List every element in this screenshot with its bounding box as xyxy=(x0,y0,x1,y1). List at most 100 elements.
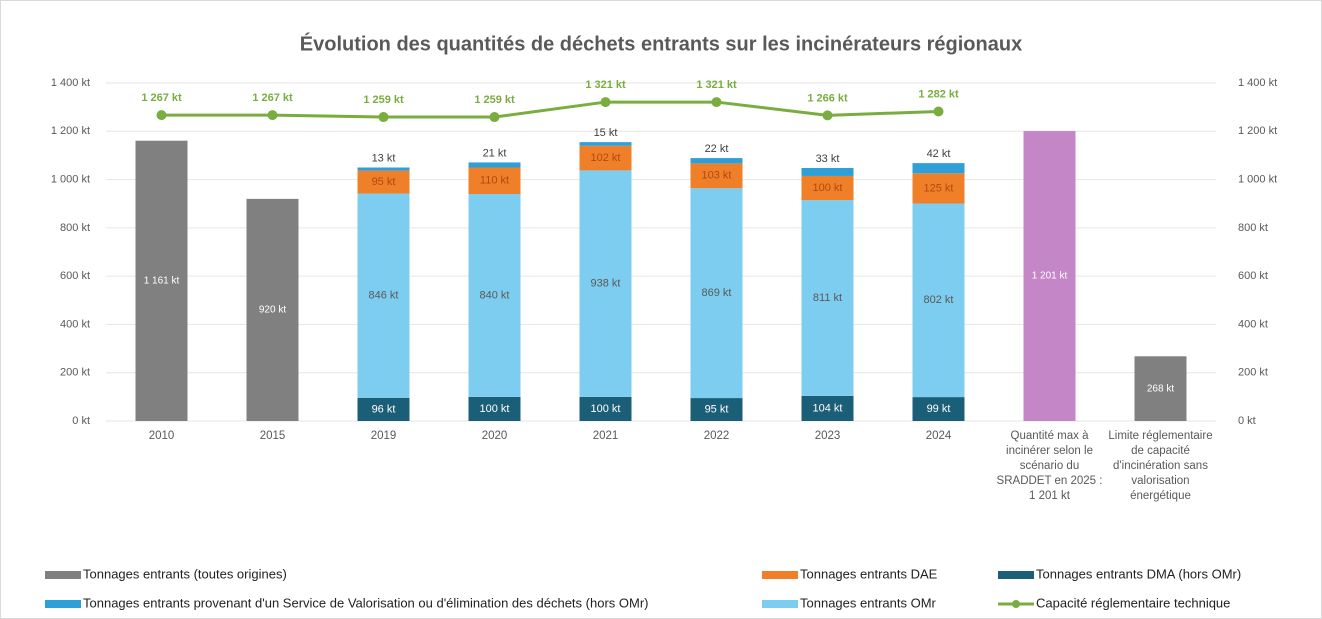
line-marker xyxy=(711,97,722,108)
x-tick-label: 2022 xyxy=(703,430,730,442)
y2-tick-label: 0 kt xyxy=(1238,415,1256,427)
y-tick-label: 400 kt xyxy=(60,318,90,330)
bar-segment xyxy=(357,170,410,194)
data-label: 1 267 kt xyxy=(141,92,182,104)
data-label: 1 282 kt xyxy=(918,88,959,100)
x-tick-label-box: 2022 xyxy=(703,430,730,442)
x-tick-label: 2024 xyxy=(925,430,952,442)
bar-segment xyxy=(912,163,965,174)
bar-segment xyxy=(357,193,410,398)
bar xyxy=(1023,131,1076,421)
y-tick-label: 0 kt xyxy=(72,415,90,427)
y-tick-label: 200 kt xyxy=(60,367,90,379)
line-marker xyxy=(267,110,278,121)
y-tick-label: 600 kt xyxy=(60,270,90,282)
bar-segment xyxy=(690,398,743,421)
y-tick-label: 800 kt xyxy=(60,222,90,234)
x-tick-label: Limite réglementaire de capacité d'incin… xyxy=(1108,430,1213,502)
x-tick-label-box: Limite réglementaire de capacité d'incin… xyxy=(1108,430,1213,502)
data-label: 1 259 kt xyxy=(363,94,404,106)
y-tick-label: 1 000 kt xyxy=(51,173,90,185)
data-label: 22 kt xyxy=(705,143,729,155)
legend-label: Tonnages entrants DAE xyxy=(800,566,938,581)
bar-segment xyxy=(579,396,632,421)
line-marker xyxy=(600,97,611,108)
line-marker xyxy=(489,112,500,123)
legend-swatch xyxy=(45,571,81,579)
bar-segment xyxy=(357,397,410,421)
data-label: 13 kt xyxy=(372,152,396,164)
bar-segment xyxy=(912,173,965,204)
data-label: 1 266 kt xyxy=(807,92,848,104)
legend-label: Tonnages entrants OMr xyxy=(800,595,937,610)
data-label: 21 kt xyxy=(483,147,507,159)
x-tick-label-box: 2019 xyxy=(371,430,397,442)
data-label: 1 201 kt xyxy=(1032,271,1068,282)
legend-label: Tonnages entrants (toutes origines) xyxy=(83,566,287,581)
data-label: 99 kt xyxy=(927,403,951,415)
line-marker xyxy=(156,110,167,121)
x-tick-label-box: 2020 xyxy=(481,430,508,442)
line-marker xyxy=(822,110,833,121)
data-label: 1 161 kt xyxy=(144,275,180,286)
bar-segment xyxy=(801,175,854,201)
bar-segment xyxy=(690,158,743,164)
y2-tick-label: 400 kt xyxy=(1238,318,1268,330)
data-label: 15 kt xyxy=(594,127,618,139)
data-label: 268 kt xyxy=(1147,383,1174,394)
data-label: 869 kt xyxy=(702,287,732,299)
y2-tick-label: 800 kt xyxy=(1238,222,1268,234)
legend-label: Tonnages entrants DMA (hors OMr) xyxy=(1036,566,1241,581)
y2-tick-label: 200 kt xyxy=(1238,367,1268,379)
data-label: 125 kt xyxy=(924,182,954,194)
legend-label: Tonnages entrants provenant d'un Service… xyxy=(83,595,648,610)
y2-tick-label: 600 kt xyxy=(1238,270,1268,282)
data-label: 938 kt xyxy=(591,278,621,290)
bar-segment xyxy=(468,162,521,168)
legend-swatch xyxy=(762,571,798,579)
x-tick-label: 2023 xyxy=(814,430,841,442)
bar xyxy=(1134,356,1187,421)
x-tick-label: 2010 xyxy=(148,430,175,442)
bar-segment xyxy=(912,397,965,421)
data-label: 811 kt xyxy=(813,292,842,304)
bar-segment xyxy=(468,167,521,195)
x-tick-label-box: 2021 xyxy=(592,430,619,442)
legend-swatch xyxy=(762,600,798,608)
data-label: 110 kt xyxy=(480,175,509,187)
bar-segment xyxy=(357,167,410,171)
data-label: 100 kt xyxy=(480,403,510,415)
y2-tick-label: 1 400 kt xyxy=(1238,77,1277,89)
data-label: 33 kt xyxy=(816,153,840,165)
x-tick-label: 2020 xyxy=(481,430,508,442)
data-label: 42 kt xyxy=(927,148,951,160)
bar-segment xyxy=(579,145,632,171)
y2-tick-label: 1 200 kt xyxy=(1238,125,1277,137)
data-label: 1 259 kt xyxy=(474,94,515,106)
x-tick-label: 2021 xyxy=(592,430,619,442)
data-label: 95 kt xyxy=(705,403,729,415)
data-label: 1 321 kt xyxy=(585,79,626,91)
x-tick-label-box: Quantité max à incinérer selon le scénar… xyxy=(996,430,1103,502)
x-tick-label: 2015 xyxy=(259,430,286,442)
bar xyxy=(246,198,299,421)
y-tick-label: 1 200 kt xyxy=(51,125,90,137)
data-label: 802 kt xyxy=(924,294,954,306)
data-label: 920 kt xyxy=(259,305,286,316)
bar-segment xyxy=(801,200,854,396)
chart-title: Évolution des quantités de déchets entra… xyxy=(300,32,1022,55)
data-label: 1 267 kt xyxy=(252,92,293,104)
x-tick-label-box: 2010 xyxy=(148,430,175,442)
line-marker xyxy=(933,106,944,117)
data-label: 100 kt xyxy=(591,403,621,415)
data-label: 96 kt xyxy=(372,403,396,415)
x-tick-label: Quantité max à incinérer selon le scénar… xyxy=(996,430,1103,502)
bar-segment xyxy=(468,194,521,397)
x-tick-label-box: 2024 xyxy=(925,430,952,442)
data-label: 95 kt xyxy=(372,176,396,188)
x-tick-label-box: 2023 xyxy=(814,430,841,442)
bar-segment xyxy=(801,167,854,176)
bar-segment xyxy=(690,163,743,189)
data-label: 840 kt xyxy=(480,289,510,301)
